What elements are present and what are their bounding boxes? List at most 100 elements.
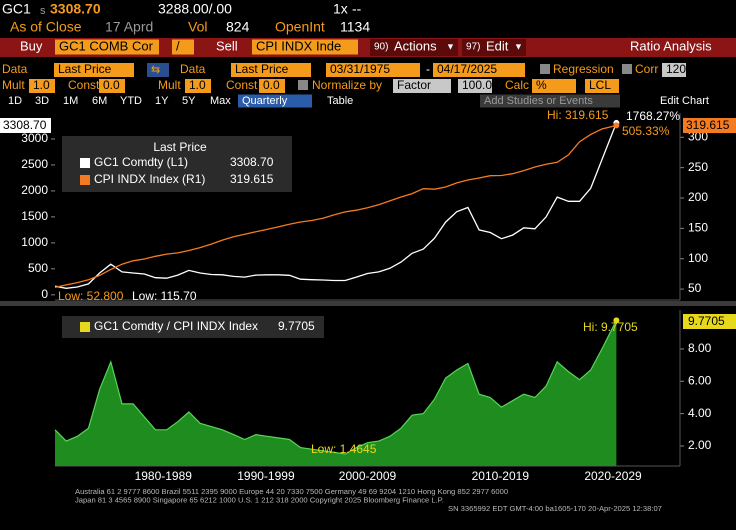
y-tick-label: 2000 <box>21 183 48 197</box>
ui-label: Buy <box>20 38 43 53</box>
y2-tick-label: 200 <box>688 190 708 204</box>
end-marker <box>613 317 620 324</box>
last-badge <box>683 314 736 329</box>
ui-label: s <box>40 5 46 17</box>
footer <box>0 486 736 530</box>
legend-swatch <box>80 322 90 332</box>
ui-label: Vol <box>188 19 207 35</box>
footer-text: Australia 61 2 9777 8600 Brazil 5511 239… <box>75 487 508 496</box>
input-box[interactable] <box>54 63 134 77</box>
ui-label: Regression <box>553 62 614 76</box>
x-tick-label: 1990-1999 <box>237 469 295 483</box>
ui-label: Const <box>226 78 258 92</box>
ui-label: Factor <box>397 78 431 92</box>
y2-tick-label: 100 <box>688 251 708 265</box>
ui-label: 1.0 <box>33 78 50 92</box>
y2-tick-label: 50 <box>688 281 702 295</box>
series-area <box>55 320 617 466</box>
input-box[interactable] <box>326 63 420 77</box>
ui-label: Edit Chart <box>660 95 709 107</box>
swap-icon: ⇆ <box>151 64 160 76</box>
ui-label: Corr <box>635 62 658 76</box>
legend-box <box>62 316 324 338</box>
y2-tick-label: 6.00 <box>688 373 712 387</box>
ui-label: Last Price <box>58 62 112 76</box>
y-tick-label: 3000 <box>21 131 48 145</box>
input-box[interactable] <box>252 39 358 55</box>
ui-label: 1Y <box>155 95 169 107</box>
ui-label: 0.0 <box>103 78 120 92</box>
x-tick-label: 1980-1989 <box>135 469 193 483</box>
last-badge <box>0 118 51 133</box>
ui-label: 100.0 <box>462 78 492 92</box>
ui-label: 1M <box>63 95 78 107</box>
ui-label: Normalize by <box>312 78 382 92</box>
input-box[interactable] <box>238 94 312 108</box>
ui-label: As of Close <box>10 19 82 35</box>
footer-text: SN 3365992 EDT GMT-4:00 ba1605-170 20-Ap… <box>448 504 662 513</box>
input-box[interactable] <box>99 79 125 93</box>
last-badge-text: 319.615 <box>686 118 730 132</box>
input-box[interactable] <box>393 79 451 93</box>
ui-label: LCL <box>589 78 611 92</box>
y2-tick-label: 2.00 <box>688 438 712 452</box>
last-badge <box>683 118 736 133</box>
series-line <box>54 122 618 289</box>
ui-label: 17 Aprd <box>105 19 153 35</box>
ui-label: Calc <box>505 78 529 92</box>
ui-label: 3308.70 <box>50 1 101 17</box>
actions-button[interactable] <box>370 39 458 56</box>
input-box[interactable] <box>662 63 686 77</box>
checkbox[interactable] <box>540 64 550 74</box>
dropdown-icon: ▼ <box>446 41 455 51</box>
ui-label: Mult <box>158 78 181 92</box>
ui-label: 3D <box>35 95 49 107</box>
checkbox[interactable] <box>622 64 632 74</box>
ui-label: 6M <box>92 95 107 107</box>
y2-tick-label: 4.00 <box>688 406 712 420</box>
input-box[interactable] <box>172 39 194 55</box>
edit-button[interactable] <box>462 39 526 56</box>
swap-button[interactable] <box>147 63 169 77</box>
ui-label: Edit <box>486 38 509 53</box>
ui-label: Data <box>2 62 28 76</box>
input-box[interactable] <box>185 79 211 93</box>
input-box[interactable] <box>585 79 619 93</box>
ui-label: 120 <box>666 62 686 76</box>
ui-label: Add Studies or Events <box>484 95 593 107</box>
input-box[interactable] <box>231 63 311 77</box>
ui-label: 0.0 <box>263 78 280 92</box>
legend-swatch <box>80 175 90 185</box>
input-box[interactable] <box>29 79 55 93</box>
ui-label: 5Y <box>182 95 196 107</box>
ui-label: Const <box>68 78 100 92</box>
panel-separator <box>0 301 736 306</box>
y-tick-label: 500 <box>28 261 48 275</box>
legend-label: GC1 Comdty / CPI INDX Index <box>94 319 258 333</box>
input-box[interactable] <box>458 79 492 93</box>
legend-box <box>62 136 292 192</box>
ui-label: Actions <box>394 38 437 53</box>
annotation: Low: 1.4645 <box>311 442 377 456</box>
legend-label: CPI INDX Index (R1) <box>94 172 205 186</box>
footer-text: Japan 81 3 4565 8900 Singapore 65 6212 1… <box>75 496 444 505</box>
legend-value: 3308.70 <box>230 155 274 169</box>
legend-value: 9.7705 <box>278 319 315 333</box>
ui-label: Max <box>210 95 231 107</box>
input-box[interactable] <box>55 39 159 55</box>
checkbox[interactable] <box>298 80 308 90</box>
end-marker <box>613 122 620 129</box>
ui-label: Last Price <box>235 62 289 76</box>
ui-label: Mult <box>2 78 25 92</box>
y2-tick-label: 250 <box>688 160 708 174</box>
input-box[interactable] <box>433 63 525 77</box>
input-box[interactable] <box>532 79 576 93</box>
ui-label: Ratio Analysis <box>630 38 712 53</box>
ui-label: - <box>426 62 430 76</box>
x-tick-label: 2000-2009 <box>339 469 397 483</box>
input-box[interactable] <box>480 94 620 108</box>
input-box[interactable] <box>259 79 285 93</box>
last-badge-text: 3308.70 <box>3 118 47 132</box>
